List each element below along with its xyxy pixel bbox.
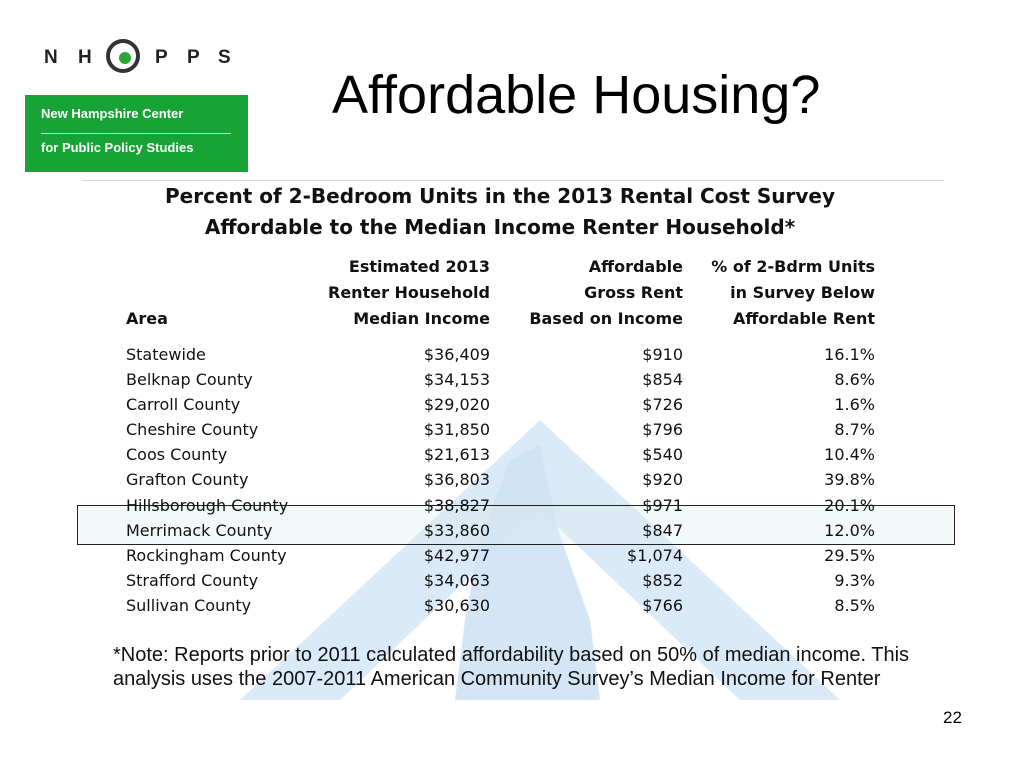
logo-letter-s: S	[218, 47, 231, 68]
header-rent-line-1: Affordable	[588, 257, 683, 276]
cell-pct: 8.6%	[834, 370, 875, 389]
cell-pct: 9.3%	[834, 571, 875, 590]
table-row: Hillsborough County $38,827 $971 20.1%	[0, 493, 1024, 518]
nh-watermark-graphic	[240, 420, 840, 700]
cell-pct: 39.8%	[824, 470, 875, 489]
cell-pct: 29.5%	[824, 546, 875, 565]
header-pct: % of 2-Bdrm Units in Survey Below Afford…	[711, 254, 875, 332]
cell-rent: $971	[642, 496, 683, 515]
table-row: Cheshire County $31,850 $796 8.7%	[0, 417, 1024, 442]
cell-pct: 20.1%	[824, 496, 875, 515]
cell-rent: $766	[642, 596, 683, 615]
cell-area: Carroll County	[126, 395, 241, 414]
table-title-line-2: Affordable to the Median Income Renter H…	[204, 215, 796, 239]
header-pct-line-2: in Survey Below	[730, 283, 875, 302]
cell-area: Grafton County	[126, 470, 249, 489]
table-top-divider	[82, 180, 944, 181]
cell-area: Coos County	[126, 445, 228, 464]
cell-income: $34,153	[423, 370, 490, 389]
header-income-line-3: Median Income	[353, 309, 490, 328]
cell-rent: $854	[642, 370, 683, 389]
logo-green-dot	[119, 52, 131, 64]
cell-rent: $726	[642, 395, 683, 414]
table-row: Grafton County $36,803 $920 39.8%	[0, 467, 1024, 492]
cell-area: Sullivan County	[126, 596, 252, 615]
logo-letter-h: H	[78, 47, 92, 68]
cell-rent: $852	[642, 571, 683, 590]
cell-rent: $910	[642, 345, 683, 364]
cell-pct: 8.7%	[834, 420, 875, 439]
cell-income: $29,020	[423, 395, 490, 414]
table-title-line-1: Percent of 2-Bedroom Units in the 2013 R…	[165, 184, 835, 208]
header-income-line-2: Renter Household	[328, 283, 490, 302]
cell-area: Hillsborough County	[126, 496, 289, 515]
cell-income: $34,063	[423, 571, 490, 590]
cell-income: $42,977	[423, 546, 490, 565]
cell-income: $38,827	[423, 496, 490, 515]
cell-rent: $920	[642, 470, 683, 489]
logo-letter-p1: P	[155, 47, 168, 68]
cell-rent: $540	[642, 445, 683, 464]
logo-letter-p2: P	[187, 47, 200, 68]
cell-pct: 16.1%	[824, 345, 875, 364]
logo-c-ring	[106, 39, 140, 73]
header-area: Area	[126, 309, 168, 328]
cell-pct: 8.5%	[834, 596, 875, 615]
cell-income: $36,803	[423, 470, 490, 489]
cell-pct: 12.0%	[824, 521, 875, 540]
logo-line-1: New Hampshire Center	[41, 106, 184, 121]
logo-letter-n: N	[44, 47, 58, 68]
cell-area: Belknap County	[126, 370, 253, 389]
cell-rent: $796	[642, 420, 683, 439]
page-number: 22	[943, 708, 962, 727]
cell-area: Statewide	[126, 345, 206, 364]
footnote: *Note: Reports prior to 2011 calculated …	[113, 644, 910, 690]
table-row: Strafford County $34,063 $852 9.3%	[0, 568, 1024, 593]
cell-pct: 1.6%	[834, 395, 875, 414]
cell-income: $21,613	[423, 445, 490, 464]
header-rent: Affordable Gross Rent Based on Income	[529, 254, 683, 332]
cell-income: $33,860	[423, 521, 490, 540]
slide-title: Affordable Housing?	[332, 65, 821, 125]
header-pct-line-3: Affordable Rent	[732, 309, 875, 328]
logo-line-2: for Public Policy Studies	[41, 140, 194, 155]
cell-pct: 10.4%	[824, 445, 875, 464]
header-income: Estimated 2013 Renter Household Median I…	[328, 254, 490, 332]
cell-area: Rockingham County	[126, 546, 287, 565]
header-rent-line-3: Based on Income	[529, 309, 683, 328]
cell-rent: $1,074	[627, 546, 683, 565]
table-row: Merrimack County $33,860 $847 12.0%	[0, 518, 1024, 543]
table-row: Rockingham County $42,977 $1,074 29.5%	[0, 543, 1024, 568]
cell-area: Cheshire County	[126, 420, 259, 439]
table-row: Statewide $36,409 $910 16.1%	[0, 342, 1024, 367]
header-pct-line-1: % of 2-Bdrm Units	[711, 257, 875, 276]
nhcpps-logo: N H P P S New Hampshire Center for Publi…	[25, 17, 248, 172]
cell-rent: $847	[642, 521, 683, 540]
table-row: Sullivan County $30,630 $766 8.5%	[0, 593, 1024, 618]
header-rent-line-2: Gross Rent	[584, 283, 683, 302]
logo-divider	[41, 133, 231, 134]
cell-income: $31,850	[423, 420, 490, 439]
table-row: Belknap County $34,153 $854 8.6%	[0, 367, 1024, 392]
highlight-box	[77, 505, 955, 545]
cell-income: $30,630	[423, 596, 490, 615]
table-row: Coos County $21,613 $540 10.4%	[0, 442, 1024, 467]
cell-area: Strafford County	[126, 571, 259, 590]
cell-income: $36,409	[423, 345, 490, 364]
cell-area: Merrimack County	[126, 521, 273, 540]
logo-letters: N H P P S	[25, 39, 248, 79]
logo-green-band: New Hampshire Center for Public Policy S…	[25, 95, 248, 172]
header-income-line-1: Estimated 2013	[348, 257, 490, 276]
table-row: Carroll County $29,020 $726 1.6%	[0, 392, 1024, 417]
